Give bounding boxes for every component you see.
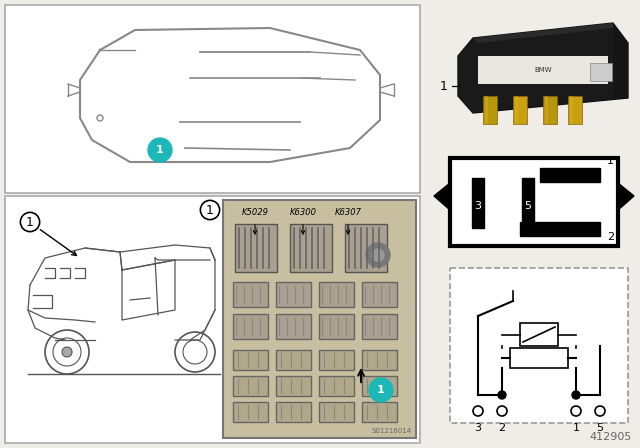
Bar [540,168,600,182]
Bar [450,268,628,423]
Circle shape [497,406,507,416]
Bar [233,282,268,307]
Polygon shape [434,183,450,210]
Text: 1: 1 [440,79,448,92]
Circle shape [498,391,506,399]
Bar [319,282,354,307]
Circle shape [366,243,390,267]
Bar [223,200,416,438]
Text: 2: 2 [499,423,506,433]
Circle shape [45,330,89,374]
Bar [472,178,484,228]
Bar [362,402,397,422]
Bar [345,224,387,272]
Bar [485,96,488,124]
Bar [362,282,397,307]
Bar [450,158,618,246]
Bar [319,402,354,422]
Bar [5,196,420,443]
Text: 5: 5 [525,201,531,211]
Bar [362,376,397,396]
Bar [233,314,268,339]
Bar [319,314,354,339]
Circle shape [62,347,72,357]
Circle shape [372,249,384,261]
Bar [276,376,311,396]
Polygon shape [618,183,634,210]
Bar [5,5,420,193]
Circle shape [473,406,483,416]
Bar [522,178,534,228]
Bar [520,222,600,236]
Text: 2: 2 [607,232,614,242]
Circle shape [53,338,81,366]
Text: 1: 1 [377,385,385,395]
Text: 5: 5 [596,423,604,433]
Text: 1: 1 [26,215,34,228]
Bar [233,402,268,422]
Polygon shape [473,23,628,46]
Bar [513,96,527,124]
Bar [570,96,573,124]
Circle shape [97,115,103,121]
Bar [319,376,354,396]
Bar [520,323,558,346]
Text: 1: 1 [607,156,614,166]
Text: 1: 1 [156,145,164,155]
Bar [290,224,332,272]
Bar [276,350,311,370]
Text: K6300: K6300 [289,207,317,216]
Bar [276,282,311,307]
Text: 3: 3 [474,201,481,211]
Text: K6307: K6307 [335,207,362,216]
Polygon shape [613,23,628,98]
Text: S01216014: S01216014 [372,428,412,434]
Circle shape [571,406,581,416]
Bar [233,350,268,370]
Bar [362,350,397,370]
Text: 3: 3 [474,423,481,433]
Bar [483,96,497,124]
Circle shape [183,340,207,364]
Bar [590,63,612,81]
Text: 1: 1 [573,423,579,433]
Bar [319,350,354,370]
Text: 1: 1 [206,203,214,216]
Bar [545,96,548,124]
Bar [510,348,568,368]
Circle shape [595,406,605,416]
Bar [478,56,608,84]
Bar [235,224,277,272]
Text: K5029: K5029 [241,207,269,216]
Bar [515,96,518,124]
Circle shape [148,138,172,162]
Text: 412905: 412905 [589,432,632,442]
Bar [276,314,311,339]
Bar [543,96,557,124]
Circle shape [175,332,215,372]
Bar [276,402,311,422]
Circle shape [369,378,393,402]
Circle shape [572,391,580,399]
Polygon shape [458,23,628,113]
Bar [568,96,582,124]
Bar [233,376,268,396]
Text: BMW: BMW [534,67,552,73]
Bar [362,314,397,339]
